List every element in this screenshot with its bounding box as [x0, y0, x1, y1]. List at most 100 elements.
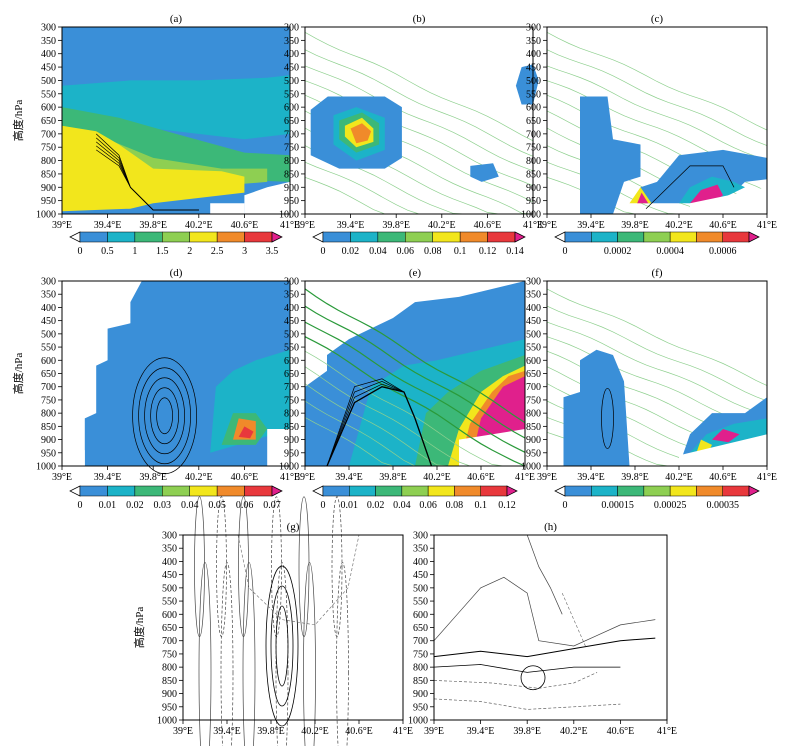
x-tick-label: 39.8°E: [621, 472, 649, 483]
isoline: [304, 288, 526, 424]
contour: [520, 665, 546, 691]
panel-c: (c) 39°E 39.4°E 39.8°E 40.2°E 40.6°E 41°E 300 35…: [521, 13, 777, 231]
x-tick-label: 40.6°E: [709, 472, 737, 483]
y-tick-label: 400: [526, 49, 541, 60]
x-tick-label: 39°E: [537, 220, 557, 231]
panel-b: (b) 39°E 39.4°E 39.8°E 40.2°E 40.6°E 41°E 300 35…: [279, 13, 543, 231]
contour: [601, 388, 614, 449]
y-tick-label: 400: [284, 303, 299, 314]
y-tick-label: 400: [41, 303, 56, 314]
colorbar-segment: [134, 231, 163, 243]
x-tick-label: 40.2°E: [665, 472, 693, 483]
colorbar-segment: [216, 231, 245, 243]
colorbar-min-arrow: [69, 231, 81, 243]
x-tick-label: 39°E: [173, 726, 193, 737]
y-tick-label: 900: [284, 435, 299, 446]
panel-d: (d) 39°E 39.4°E 39.8°E 40.2°E 40.6°E 41°E 300 35…: [11, 267, 300, 483]
contour: [275, 605, 289, 687]
y-tick-label: 950: [162, 702, 177, 713]
colorbar-tick-label: 0.0006: [709, 246, 737, 257]
colorbar-tick-label: 0: [78, 500, 83, 511]
y-tick-label: 300: [526, 277, 541, 288]
y-tick-label: 750: [41, 395, 56, 406]
colorbar-tick-label: 0: [563, 500, 568, 511]
colorbar-segment: [405, 231, 433, 243]
x-tick-label: 40.6°E: [709, 220, 737, 231]
contour: [433, 664, 621, 673]
x-tick-label: 40.2°E: [423, 472, 451, 483]
y-tick-label: 900: [526, 183, 541, 194]
colorbar-tick-label: 0.04: [181, 500, 199, 511]
contour: [336, 562, 349, 746]
y-tick-label: 650: [284, 369, 299, 380]
y-tick-label: 600: [284, 103, 299, 114]
terrain: [459, 429, 525, 466]
colorbar-segment: [669, 485, 697, 497]
shade-magenta: [712, 429, 740, 443]
colorbar-tick-label: 0.1: [454, 246, 467, 257]
colorbar-min-arrow: [554, 485, 566, 497]
x-tick-label: 41°E: [515, 472, 535, 483]
isoline: [546, 31, 768, 131]
y-tick-label: 700: [413, 636, 428, 647]
colorbar-segment: [591, 485, 618, 497]
contour: [645, 165, 735, 209]
y-tick-label: 450: [284, 316, 299, 327]
isoline: [304, 336, 526, 467]
y-tick-label: 500: [41, 76, 56, 87]
colorbar-tick-label: 0.02: [367, 500, 385, 511]
y-tick-label: 850: [41, 422, 56, 433]
y-axis-label: 高度/hPa: [11, 100, 25, 142]
x-tick-label: 41°E: [757, 220, 777, 231]
colorbar-e: 0 0.01 0.02 0.04 0.06 0.08 0.1 0.12: [312, 485, 518, 511]
y-tick-label: 850: [162, 676, 177, 687]
colorbar-min-arrow: [69, 485, 81, 497]
x-tick-label: 39.8°E: [139, 220, 167, 231]
x-tick-label: 41°E: [280, 472, 300, 483]
colorbar-tick-label: 0.06: [419, 500, 437, 511]
colorbar-tick-label: 0.06: [397, 246, 415, 257]
y-tick-label: 650: [526, 116, 541, 127]
panel-label-f: (f): [652, 267, 663, 279]
y-tick-label: 500: [284, 329, 299, 340]
isoline: [546, 49, 768, 146]
y-tick-label: 1000: [279, 210, 299, 221]
y-tick-label: 450: [413, 570, 428, 581]
y-tick-label: 1000: [36, 210, 56, 221]
colorbar-segment: [591, 231, 618, 243]
colorbar-segment: [349, 485, 376, 497]
y-tick-label: 500: [162, 583, 177, 594]
isoline: [304, 161, 533, 215]
y-tick-label: 850: [284, 422, 299, 433]
x-tick-label: 39.4°E: [467, 726, 495, 737]
y-tick-label: 650: [413, 623, 428, 634]
colorbar-segment: [454, 485, 481, 497]
y-tick-label: 950: [284, 196, 299, 207]
isoline: [304, 65, 534, 172]
x-tick-label: 40.2°E: [185, 472, 213, 483]
contour: [561, 592, 586, 647]
colorbar-tick-label: 0.02: [126, 500, 144, 511]
x-tick-label: 40.2°E: [665, 220, 693, 231]
colorbar-tick-label: 0.00025: [654, 500, 687, 511]
y-tick-label: 650: [526, 369, 541, 380]
panel-label-g: (g): [287, 521, 300, 533]
contour: [265, 565, 299, 727]
panel-e: (e) 39°E 39.4°E 39.8°E 40.2°E 40.6°E 41°E 300 35…: [279, 267, 535, 483]
isoline: [304, 305, 526, 439]
x-tick-label: 41°E: [757, 472, 777, 483]
y-tick-label: 350: [284, 290, 299, 301]
colorbar-tick-label: 0.08: [424, 246, 442, 257]
contour: [526, 534, 563, 615]
colorbar-segment: [696, 485, 723, 497]
y-tick-label: 1000: [521, 462, 541, 473]
colorbar-segment: [244, 231, 273, 243]
x-tick-label: 39°E: [295, 220, 315, 231]
colorbar-segment: [377, 231, 406, 243]
y-tick-label: 550: [284, 89, 299, 100]
colorbar-segment: [722, 485, 750, 497]
x-tick-label: 39°E: [424, 726, 444, 737]
colorbar-segment: [375, 485, 403, 497]
y-tick-label: 800: [41, 156, 56, 167]
